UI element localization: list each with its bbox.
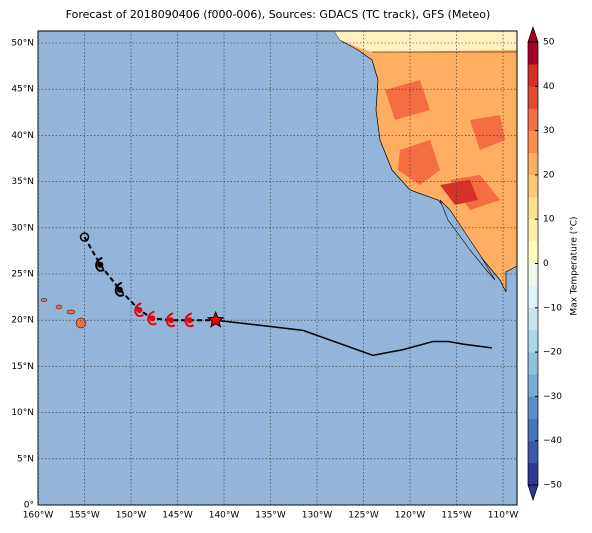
colorbar-tick-label: 10: [543, 215, 555, 225]
colorbar-label: Max Temperature (°C): [570, 216, 580, 315]
x-tick-label: 130°W: [302, 511, 333, 521]
colorbar-segment: [528, 352, 538, 375]
colorbar-segment: [528, 108, 538, 131]
gulf: [439, 199, 496, 281]
colorbar-segment: [528, 374, 538, 397]
colorbar-tick-label: −20: [543, 348, 562, 358]
colorbar-segment: [528, 329, 538, 353]
colorbar-tick-label: 20: [543, 170, 555, 180]
y-tick-label: 30°N: [11, 223, 34, 233]
hot-areas: [385, 80, 505, 210]
x-tick-label: 160°W: [23, 511, 54, 521]
x-tick-label: 150°W: [116, 511, 147, 521]
colorbar-segment: [528, 86, 538, 109]
storm-symbol: [184, 312, 195, 328]
storm-point: [149, 315, 156, 322]
x-tick-label: 140°W: [209, 511, 240, 521]
outlook-track: [215, 319, 492, 357]
track-connector: [83, 236, 216, 322]
colorbar-tick-label: −50: [543, 481, 562, 491]
island: [55, 304, 63, 310]
y-tick-label: 50°N: [11, 39, 34, 49]
colorbar-tick-label: −10: [543, 303, 562, 313]
x-tick-label: 135°W: [255, 511, 286, 521]
colorbar-tick-label: 50: [543, 38, 555, 48]
island: [66, 309, 76, 315]
y-tick-label: 0°: [24, 501, 34, 511]
x-tick-label: 125°W: [348, 511, 379, 521]
x-tick-label: 110°W: [488, 511, 519, 521]
current-position: [206, 310, 225, 328]
storm-point: [116, 286, 123, 293]
storm-symbol: [114, 281, 125, 297]
storm-symbol: [165, 312, 176, 328]
colorbar-segment: [528, 307, 538, 331]
colorbar-extend: [527, 484, 539, 502]
colorbar-segment: [528, 130, 538, 154]
colorbar-tick-label: −40: [543, 436, 562, 446]
x-tick-label: 145°W: [162, 511, 193, 521]
colorbar-segment: [528, 174, 538, 198]
y-tick-label: 5°N: [17, 454, 34, 464]
x-tick-label: 115°W: [441, 511, 472, 521]
colorbar-segment: [528, 219, 538, 242]
colorbar-segment: [528, 152, 538, 176]
colorbar-segment: [528, 241, 538, 264]
x-tick-label: 155°W: [69, 511, 100, 521]
y-tick-label: 40°N: [11, 131, 34, 141]
y-tick-label: 20°N: [11, 316, 34, 326]
colorbar-segment: [528, 462, 538, 486]
y-tick-label: 15°N: [11, 362, 34, 372]
colorbar-tick-label: −30: [543, 392, 562, 402]
colorbar-segment: [528, 64, 538, 87]
title: Forecast of 2018090406 (f000-006), Sourc…: [66, 8, 491, 21]
storm-point: [79, 232, 90, 242]
colorbar-segment: [528, 42, 538, 65]
colorbar-segment: [528, 396, 538, 419]
x-tick-label: 120°W: [395, 511, 426, 521]
storm-point: [168, 317, 175, 324]
colorbar-segment: [528, 440, 538, 464]
storm-symbol: [147, 310, 157, 326]
colorbar-tick-label: 30: [543, 126, 555, 136]
colorbar-segment: [528, 197, 538, 220]
hottest-area: [440, 180, 478, 205]
y-tick-label: 35°N: [11, 177, 34, 187]
colorbar-segment: [528, 263, 538, 286]
colorbar-tick-label: 0: [543, 259, 549, 269]
colorbar-tick-label: 40: [543, 82, 555, 92]
storm-point: [97, 261, 104, 268]
colorbar-segment: [528, 418, 538, 441]
island: [40, 298, 48, 302]
y-tick-label: 45°N: [11, 85, 34, 95]
island: [75, 317, 87, 329]
storm-point: [136, 307, 143, 314]
storm-symbol: [95, 256, 105, 272]
y-tick-label: 25°N: [11, 270, 34, 280]
canada: [334, 31, 517, 52]
storm-symbol: [134, 302, 144, 318]
colorbar-extend: [527, 25, 539, 43]
y-tick-label: 10°N: [11, 408, 34, 418]
colorbar-segment: [528, 285, 538, 309]
storm-point: [186, 317, 193, 324]
land: [40, 31, 517, 329]
